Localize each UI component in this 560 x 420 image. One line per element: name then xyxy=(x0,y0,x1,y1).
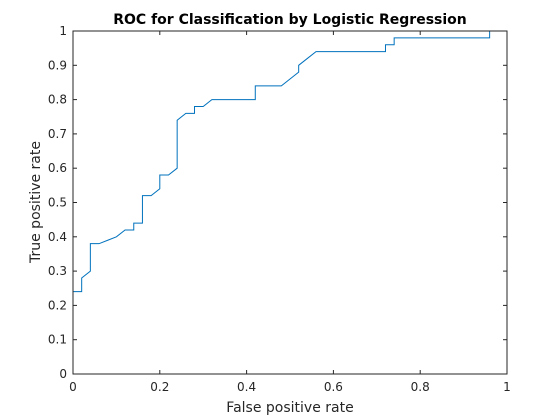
chart-title: ROC for Classification by Logistic Regre… xyxy=(113,12,467,28)
y-tick-label: 0.3 xyxy=(48,264,67,278)
x-tick-label: 0 xyxy=(69,380,77,394)
x-axis: 0 0.2 0.4 0.6 0.8 1 xyxy=(69,31,511,394)
x-tick-label: 0.8 xyxy=(411,380,430,394)
y-tick-label: 0.7 xyxy=(48,127,67,141)
y-tick-label: 0.8 xyxy=(48,93,67,107)
y-tick-label: 0.2 xyxy=(48,298,67,312)
y-tick-label: 0.1 xyxy=(48,333,67,347)
plot-area xyxy=(72,30,507,374)
x-tick-label: 0.6 xyxy=(324,380,343,394)
y-tick-label: 0.9 xyxy=(48,58,67,72)
roc-curve xyxy=(72,30,507,374)
y-axis: 0 0.1 0.2 0.3 0.4 0.5 0.6 0.7 0.8 0.9 1 xyxy=(48,24,507,381)
x-axis-label: False positive rate xyxy=(226,400,353,416)
y-tick-label: 1 xyxy=(59,24,67,38)
y-tick-label: 0.4 xyxy=(48,230,67,244)
y-tick-label: 0.6 xyxy=(48,161,67,175)
x-tick-label: 1 xyxy=(503,380,511,394)
axes-frame xyxy=(72,30,508,375)
y-tick-label: 0 xyxy=(59,367,67,381)
x-tick-label: 0.2 xyxy=(150,380,169,394)
y-tick-label: 0.5 xyxy=(48,196,67,210)
y-axis-label: True positive rate xyxy=(28,141,44,264)
x-tick-label: 0.4 xyxy=(237,380,256,394)
